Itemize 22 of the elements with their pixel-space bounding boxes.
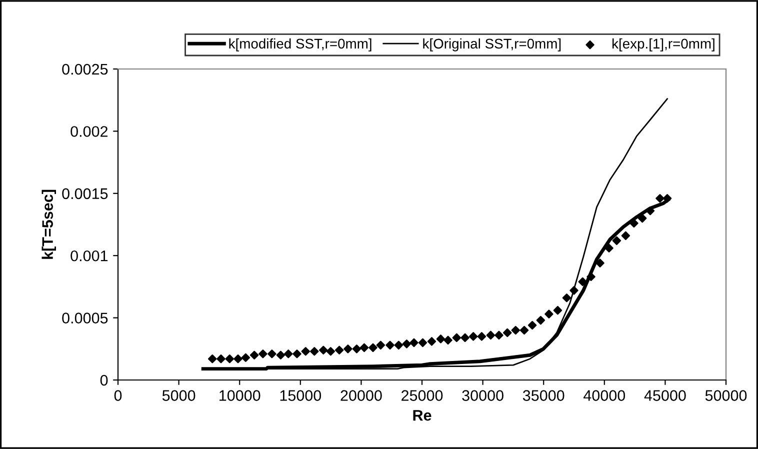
x-tick-label: 35000 <box>522 390 564 401</box>
x-tick-label: 20000 <box>340 390 382 401</box>
y-tick-label: 0.0015 <box>62 188 108 200</box>
x-axis-title: Re <box>413 410 432 421</box>
legend-label: k[modified SST,r=0mm] <box>229 38 372 52</box>
legend-label: k[Original SST,r=0mm] <box>423 38 561 52</box>
x-tick-label: 45000 <box>644 390 686 401</box>
x-tick-label: 25000 <box>402 390 443 401</box>
x-tick-label: 5000 <box>162 390 196 401</box>
y-tick-label: 0.0025 <box>62 64 108 75</box>
legend-label: k[exp.[1],r=0mm] <box>612 38 714 52</box>
x-tick-label: 40000 <box>584 390 626 401</box>
y-tick-label: 0 <box>100 374 108 386</box>
x-tick-label: 10000 <box>220 390 260 401</box>
x-tick-label: 50000 <box>705 390 747 401</box>
y-axis-title: k[T=5sec] <box>42 190 56 259</box>
y-tick-label: 0.001 <box>70 250 108 262</box>
x-tick-label: 30000 <box>462 390 504 401</box>
y-tick-label: 0.0005 <box>62 312 108 324</box>
x-tick-label: 0 <box>114 390 122 401</box>
y-tick-label: 0.002 <box>70 126 108 137</box>
x-tick-label: 15000 <box>280 390 322 401</box>
